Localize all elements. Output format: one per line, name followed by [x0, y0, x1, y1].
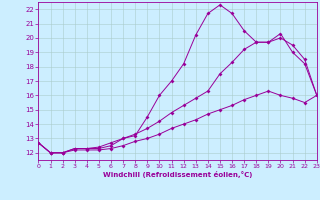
- X-axis label: Windchill (Refroidissement éolien,°C): Windchill (Refroidissement éolien,°C): [103, 171, 252, 178]
